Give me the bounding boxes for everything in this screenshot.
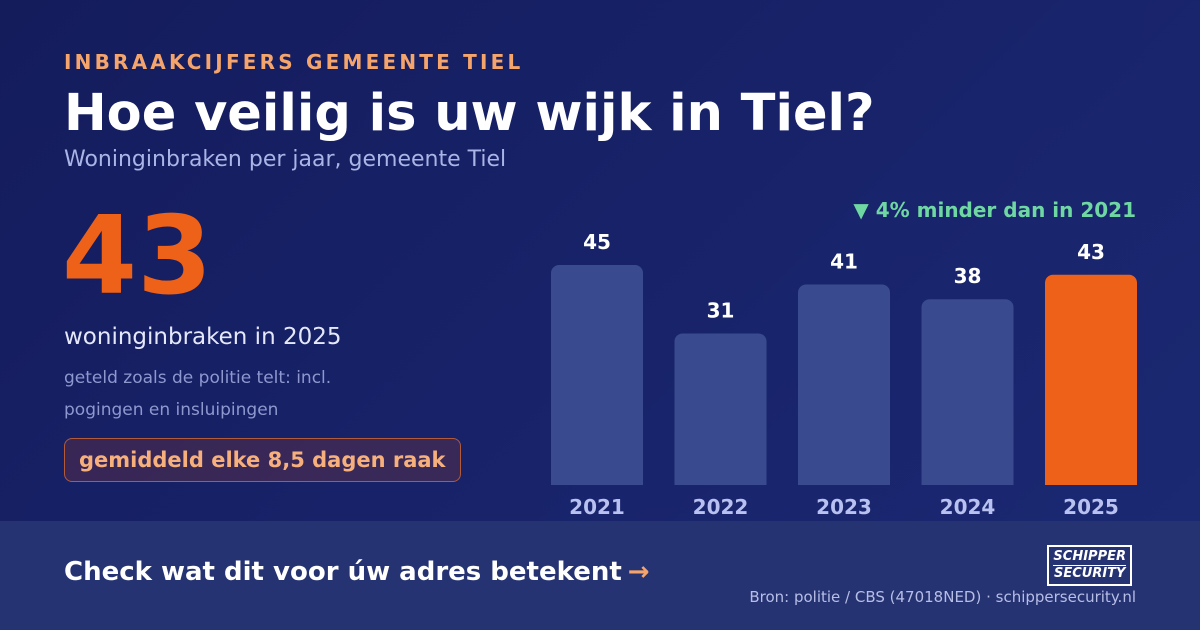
- tick-label-2023: 2023: [816, 495, 872, 519]
- value-label-2025: 43: [1077, 240, 1105, 264]
- bar-chart: 45 2021 31 2022 41 2023 38 2024 43 2025: [551, 230, 1137, 519]
- kicker-label: INBRAAKCIJFERS GEMEENTE TIEL: [64, 50, 524, 74]
- footer-bar: Check wat dit voor úw adres betekent → SC…: [0, 521, 1200, 630]
- counting-note: geteld zoals de politie telt: incl. pogi…: [64, 368, 332, 420]
- tick-label-2022: 2022: [693, 495, 749, 519]
- bar-base-2021: [551, 475, 643, 485]
- logo-line-1: SCHIPPER: [1053, 549, 1126, 564]
- bar-base-2024: [921, 475, 1014, 485]
- logo-line-2: SECURITY: [1053, 565, 1126, 581]
- cta-text: Check wat dit voor úw adres betekent: [64, 557, 622, 587]
- bar-2024: [921, 299, 1014, 485]
- cta-link[interactable]: Check wat dit voor úw adres betekent →: [64, 557, 650, 587]
- highlight-label: woninginbraken in 2025: [64, 324, 342, 350]
- brand-logo: SCHIPPER SECURITY: [1047, 545, 1132, 586]
- value-label-2021: 45: [583, 230, 611, 254]
- arrow-right-icon: →: [627, 557, 650, 587]
- frequency-badge: gemiddeld elke 8,5 dagen raak: [64, 438, 461, 482]
- source-credit: Bron: politie / CBS (47018NED) · schippe…: [749, 588, 1136, 606]
- tick-label-2025: 2025: [1063, 495, 1119, 519]
- tick-label-2024: 2024: [940, 495, 996, 519]
- value-label-2023: 41: [830, 250, 858, 274]
- bar-base-2023: [798, 475, 890, 485]
- bar-2023: [798, 284, 890, 485]
- bar-2021: [551, 265, 643, 485]
- value-label-2024: 38: [954, 264, 982, 288]
- highlight-number: 43: [62, 194, 213, 319]
- change-indicator: ▼ 4% minder dan in 2021: [853, 198, 1136, 222]
- bar-base-2022: [674, 475, 767, 485]
- page-subtitle: Woninginbraken per jaar, gemeente Tiel: [64, 147, 507, 172]
- bar-2025: [1045, 274, 1137, 485]
- tick-label-2021: 2021: [569, 495, 625, 519]
- bar-base-2025: [1045, 475, 1137, 485]
- bar-2022: [674, 333, 767, 485]
- value-label-2022: 31: [707, 298, 735, 322]
- page-title: Hoe veilig is uw wijk in Tiel?: [64, 84, 875, 143]
